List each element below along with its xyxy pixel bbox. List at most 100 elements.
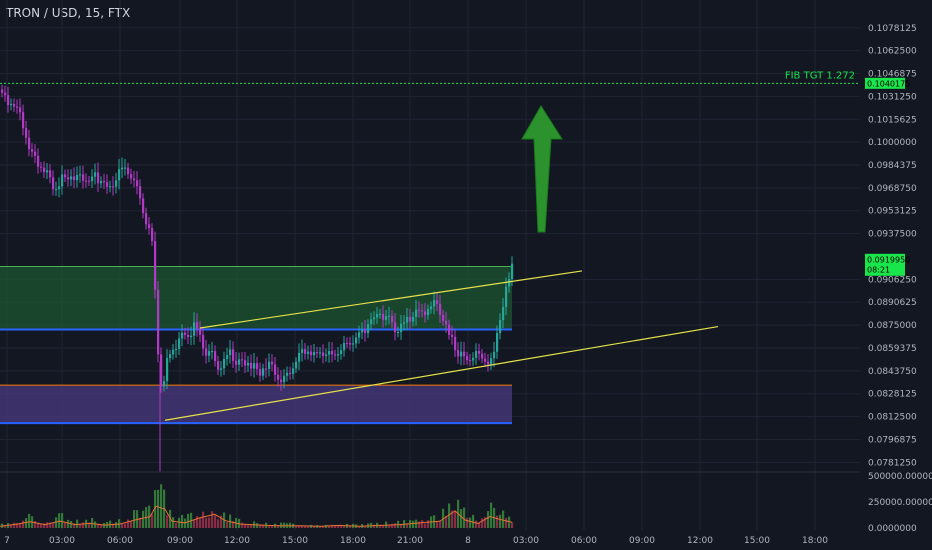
candle-body	[490, 358, 493, 365]
candle-body	[385, 316, 388, 320]
price-tick-label: 0.0843750	[868, 367, 917, 377]
volume-bar	[256, 523, 259, 528]
price-tick-label: 0.0859375	[868, 344, 917, 354]
volume-bar	[22, 520, 25, 528]
volume-bar	[277, 525, 280, 528]
volume-bar	[46, 522, 49, 528]
candle-body	[157, 289, 160, 355]
current-price-badge: 0.0919950 08:21	[865, 253, 910, 276]
price-tick-label: 0.0906250	[868, 275, 917, 285]
candle-body	[343, 342, 346, 351]
volume-tick-label: 500000.0000000	[868, 472, 932, 482]
candle-body	[436, 300, 439, 304]
volume-axis: 500000.0000000 250000.0000000 0.0000000	[868, 472, 932, 534]
candle-body	[67, 177, 70, 180]
candle-body	[256, 363, 259, 370]
volume-bar	[505, 517, 508, 528]
time-tick-label: 09:00	[167, 536, 193, 546]
volume-bar	[406, 523, 409, 528]
volume-bar	[175, 523, 178, 528]
candle-body	[139, 186, 142, 199]
volume-bar	[337, 525, 340, 528]
candle-body	[271, 361, 274, 365]
candle-body	[505, 286, 508, 307]
candle-body	[394, 322, 397, 333]
candle-body	[325, 354, 328, 356]
candle-body	[211, 351, 214, 353]
volume-bar	[424, 523, 427, 528]
candle-body	[226, 355, 229, 359]
candle-body	[334, 354, 337, 356]
candle-body	[445, 320, 448, 325]
candle-body	[376, 313, 379, 318]
time-tick-label: 8	[465, 536, 471, 546]
candle-body	[79, 174, 82, 176]
candle-body	[424, 311, 427, 316]
volume-bar	[151, 513, 154, 528]
candle-body	[22, 112, 25, 129]
price-axis[interactable]: 0.1078125 0.1062500 0.1046875 0.1031250 0.10…	[868, 24, 917, 469]
candle-body	[154, 241, 157, 290]
volume-bar	[394, 523, 397, 528]
candle-body	[109, 186, 112, 188]
candle-body	[322, 352, 325, 356]
volume-bar	[133, 510, 136, 528]
volume-bar	[475, 520, 478, 528]
candle-body	[421, 310, 424, 312]
candle-body	[4, 92, 7, 96]
price-tick-label: 0.1046875	[868, 70, 917, 80]
candle-body	[103, 181, 106, 183]
candle-body	[412, 317, 415, 322]
volume-bar	[469, 517, 472, 528]
candle-body	[415, 309, 418, 318]
volume-bar	[412, 520, 415, 528]
volume-tick-label: 250000.0000000	[868, 498, 932, 508]
volume-bar	[139, 517, 142, 528]
volume-bar	[427, 520, 430, 528]
volume-bar	[241, 522, 244, 528]
volume-bar	[502, 510, 505, 528]
volume-bar	[169, 509, 172, 528]
candle-body	[70, 176, 73, 180]
candle-body	[181, 332, 184, 339]
candle-body	[370, 319, 373, 325]
candle-body	[403, 322, 406, 324]
candle-body	[64, 174, 67, 178]
symbol-title: TRON / USD, 15, FTX	[6, 6, 131, 20]
candle-body	[442, 314, 445, 321]
candle-body	[13, 103, 16, 107]
volume-bar	[388, 524, 391, 528]
candle-body	[106, 182, 109, 187]
volume-bar	[13, 522, 16, 528]
volume-bar	[40, 523, 43, 528]
candle-body	[136, 180, 139, 187]
candle-body	[199, 328, 202, 335]
volume-bar	[64, 521, 67, 528]
candle-body	[31, 149, 34, 152]
candle-body	[460, 351, 463, 357]
volume-bar	[349, 525, 352, 528]
volume-bar	[61, 513, 64, 528]
volume-bar	[343, 525, 346, 528]
volume-bar	[67, 519, 70, 528]
candle-body	[40, 166, 43, 168]
volume-bar	[49, 522, 52, 528]
price-tick-label: 0.0875000	[868, 321, 917, 331]
candle-body	[259, 369, 262, 376]
price-tick-label: 0.0937500	[868, 230, 917, 240]
candle-body	[121, 167, 124, 170]
trendline	[199, 270, 583, 329]
candle-body	[1, 89, 4, 93]
time-axis[interactable]: 7 03:00 06:00 09:00 12:00 15:00 18:00 21:00 8 03:…	[4, 536, 828, 546]
candle-body	[187, 334, 190, 338]
candle-body	[409, 316, 412, 322]
volume-bar	[154, 490, 157, 528]
candle-body	[292, 368, 295, 374]
volume-bar	[244, 524, 247, 528]
candle-body	[307, 351, 310, 354]
candle-body	[49, 170, 52, 178]
volume-bar	[160, 484, 163, 528]
zone-upper	[0, 266, 512, 330]
volume-bar	[178, 517, 181, 528]
